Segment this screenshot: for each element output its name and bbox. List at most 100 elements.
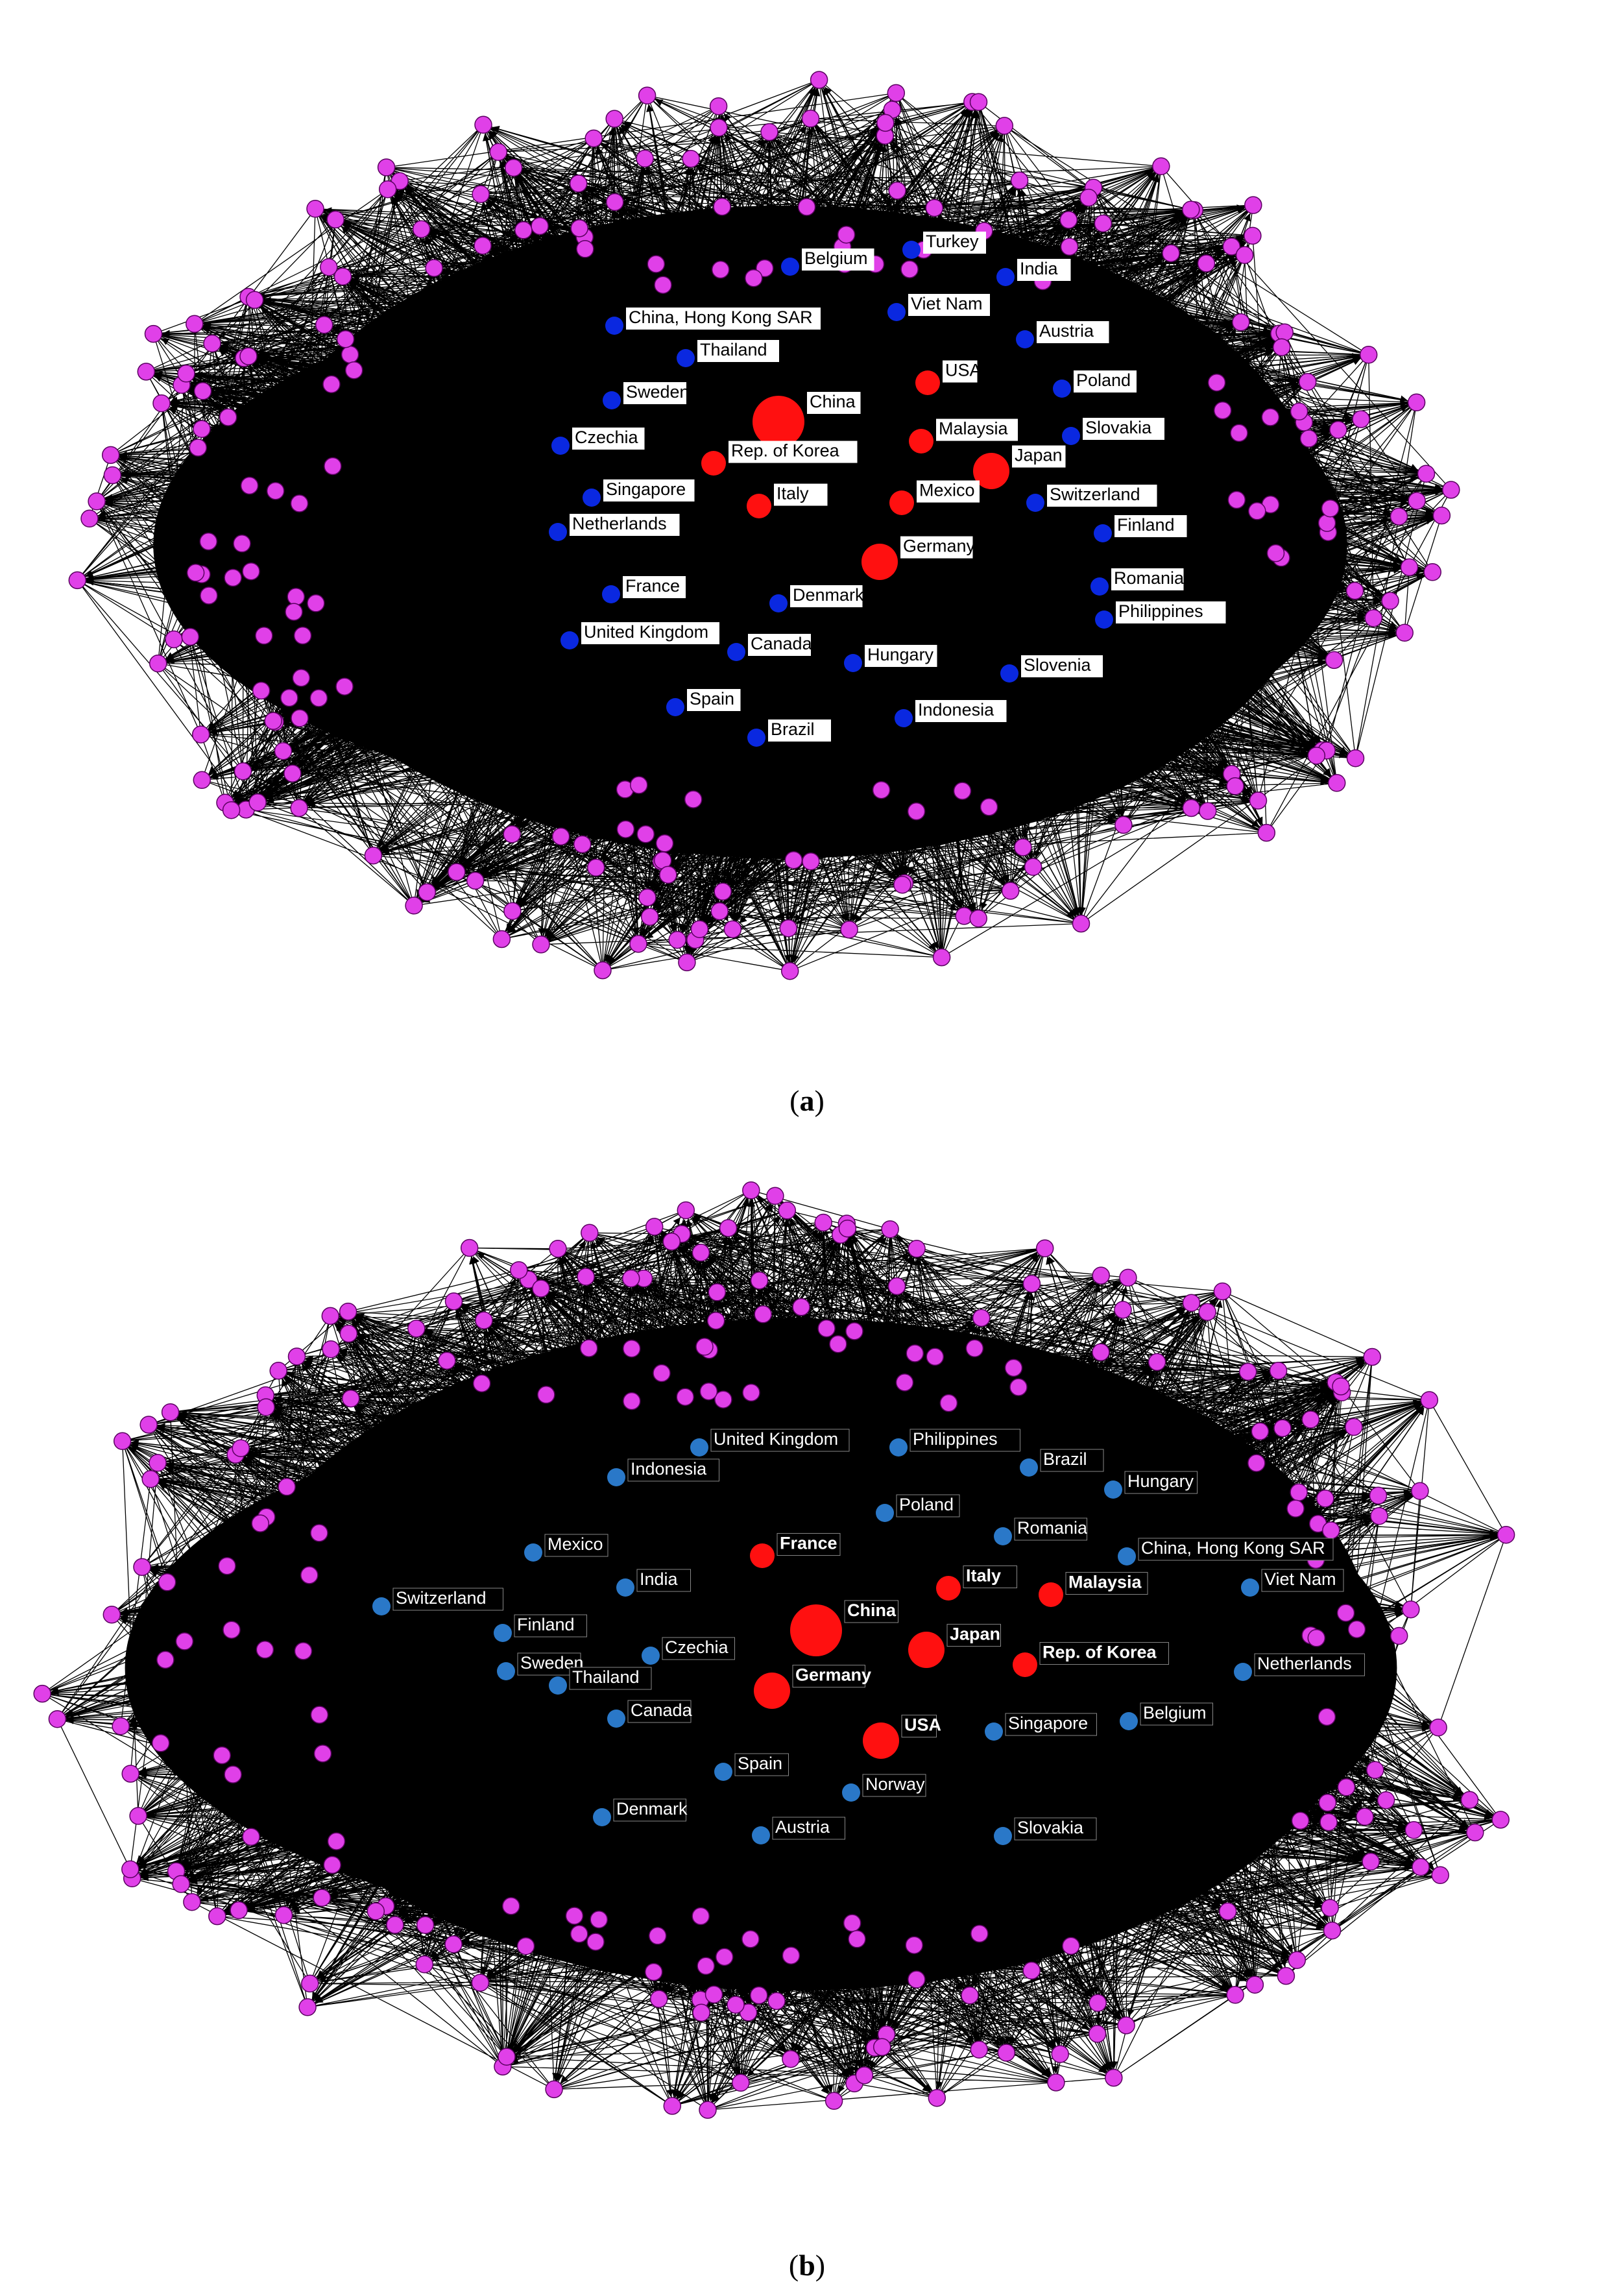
arrow-edge bbox=[736, 651, 972, 912]
arrow-edge bbox=[557, 487, 1442, 533]
peripheral-node bbox=[906, 1344, 924, 1362]
peripheral-node bbox=[504, 158, 523, 177]
peripheral-node bbox=[577, 1268, 595, 1286]
peripheral-node bbox=[1370, 1506, 1388, 1525]
peripheral-node bbox=[230, 1901, 248, 1920]
arrow-edge bbox=[392, 173, 760, 507]
peripheral-node bbox=[594, 961, 612, 980]
arrow-edge bbox=[280, 311, 897, 716]
peripheral-node bbox=[1291, 1811, 1310, 1830]
peripheral-node bbox=[662, 1233, 681, 1251]
peripheral-node bbox=[1092, 1343, 1110, 1362]
peripheral-node bbox=[1198, 1303, 1216, 1322]
peripheral-node bbox=[102, 1606, 121, 1624]
arrow-edge bbox=[713, 463, 974, 911]
peripheral-node bbox=[326, 210, 344, 229]
peripheral-node bbox=[416, 1916, 435, 1934]
peripheral-node bbox=[692, 2003, 710, 2022]
peripheral-node bbox=[48, 1710, 67, 1728]
peripheral-node bbox=[189, 439, 208, 457]
peripheral-node bbox=[840, 921, 858, 939]
peripheral-node bbox=[502, 1897, 520, 1915]
node-label: Belgium bbox=[1143, 1703, 1207, 1722]
arrow-edge bbox=[591, 257, 1236, 498]
arrow-edge bbox=[569, 240, 1245, 641]
peripheral-node bbox=[709, 97, 728, 115]
label-bg bbox=[908, 294, 990, 316]
peripheral-node bbox=[321, 1307, 340, 1325]
peripheral-node bbox=[1329, 420, 1347, 439]
arrow-edge bbox=[778, 603, 939, 950]
peripheral-node bbox=[1337, 1778, 1356, 1796]
label-bg bbox=[917, 480, 980, 503]
arrow-edge bbox=[548, 435, 1072, 939]
peripheral-node bbox=[887, 1277, 906, 1296]
arrow-edge bbox=[778, 421, 1443, 492]
node-label: Hungary bbox=[1127, 1471, 1194, 1491]
peripheral-node bbox=[1226, 1986, 1244, 2004]
arrow-edge bbox=[392, 197, 561, 446]
peripheral-node bbox=[1022, 1961, 1041, 1980]
arrow-edge bbox=[879, 241, 1246, 562]
peripheral-node bbox=[251, 1514, 269, 1532]
arrow-edge bbox=[272, 531, 559, 634]
peripheral-node bbox=[1323, 1921, 1342, 1940]
peripheral-node bbox=[1390, 507, 1408, 526]
peripheral-node bbox=[782, 1946, 801, 1964]
arrow-edge bbox=[354, 340, 902, 503]
peripheral-node bbox=[569, 175, 588, 193]
peripheral-node bbox=[266, 481, 285, 500]
node-label: Turkey bbox=[926, 232, 979, 251]
node-turkey: Turkey bbox=[902, 232, 986, 259]
node-label: Switzerland bbox=[1050, 485, 1140, 504]
node-label: Mexico bbox=[548, 1534, 603, 1554]
peripheral-node bbox=[714, 882, 732, 901]
hub-label: Germany bbox=[903, 537, 976, 556]
peripheral-node bbox=[474, 236, 492, 255]
peripheral-node bbox=[1247, 1454, 1266, 1472]
peripheral-node bbox=[932, 948, 951, 967]
arrow-edge bbox=[332, 326, 714, 464]
peripheral-node bbox=[292, 669, 311, 687]
node-dot bbox=[781, 258, 799, 276]
peripheral-node bbox=[208, 1907, 226, 1926]
node-label: Singapore bbox=[606, 479, 686, 499]
peripheral-node bbox=[112, 1717, 130, 1735]
peripheral-node bbox=[1346, 749, 1365, 767]
hub-dot bbox=[790, 1604, 842, 1656]
arrow-edge bbox=[879, 217, 935, 562]
node-dot bbox=[494, 1624, 512, 1642]
peripheral-node bbox=[1014, 838, 1032, 856]
arrow-edge bbox=[86, 497, 592, 581]
node-dot bbox=[603, 391, 621, 409]
peripheral-node bbox=[1238, 1362, 1257, 1381]
label-bg bbox=[865, 645, 937, 667]
arrow-edge bbox=[610, 109, 974, 595]
hub-dot bbox=[909, 429, 933, 453]
peripheral-node bbox=[537, 1386, 555, 1404]
peripheral-node bbox=[1213, 401, 1232, 420]
node-dot bbox=[593, 1808, 611, 1826]
peripheral-node bbox=[1332, 1377, 1350, 1396]
arrow-edge bbox=[778, 421, 1433, 517]
peripheral-node bbox=[1059, 211, 1078, 229]
label-bg bbox=[1111, 568, 1184, 590]
node-hungary: Hungary bbox=[844, 645, 937, 672]
arrow-edge bbox=[1005, 276, 1318, 743]
peripheral-node bbox=[708, 1283, 727, 1301]
peripheral-node bbox=[1051, 2045, 1069, 2063]
arrow-edge bbox=[569, 640, 638, 936]
peripheral-node bbox=[1307, 746, 1326, 765]
node-dot bbox=[372, 1597, 391, 1615]
hub-label: France bbox=[780, 1534, 837, 1553]
arrow-edge bbox=[675, 707, 1308, 758]
arrow-edge bbox=[789, 266, 1273, 348]
hub-italy: Italy bbox=[747, 483, 828, 518]
arrow-edge bbox=[182, 638, 676, 708]
arrow-edge bbox=[980, 586, 1100, 910]
arrow-edge bbox=[896, 117, 1072, 437]
peripheral-node bbox=[315, 315, 333, 334]
arrow-edge bbox=[337, 271, 1105, 620]
peripheral-node bbox=[183, 1892, 201, 1911]
node-label: Brazil bbox=[771, 719, 815, 739]
